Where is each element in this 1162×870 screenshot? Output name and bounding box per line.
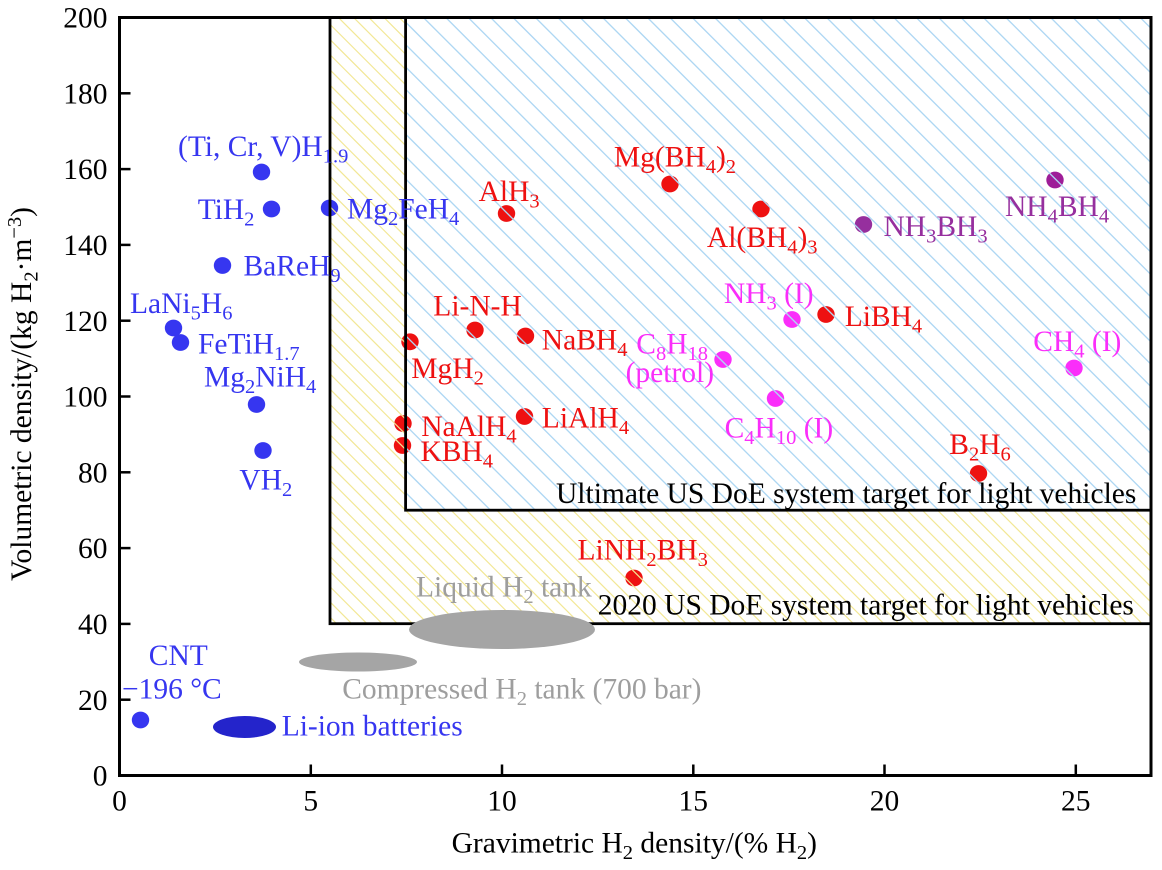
svg-text:Li-ion batteries: Li-ion batteries xyxy=(282,711,463,743)
svg-text:0: 0 xyxy=(112,786,127,818)
svg-text:KBH4: KBH4 xyxy=(421,436,494,473)
svg-text:60: 60 xyxy=(78,533,108,565)
svg-text:LiAlH4: LiAlH4 xyxy=(542,403,629,440)
svg-text:120: 120 xyxy=(63,306,107,338)
svg-text:(petrol): (petrol) xyxy=(626,357,714,389)
svg-text:Mg2NiH4: Mg2NiH4 xyxy=(204,362,316,399)
svg-text:NH4BH4: NH4BH4 xyxy=(1005,191,1109,228)
svg-text:(Ti, Cr, V)H1.9: (Ti, Cr, V)H1.9 xyxy=(178,131,348,168)
svg-text:Al(BH4)3: Al(BH4)3 xyxy=(707,222,818,259)
svg-text:Mg(BH4)2: Mg(BH4)2 xyxy=(614,142,736,179)
svg-text:NH3BH3: NH3BH3 xyxy=(884,211,988,248)
svg-text:40: 40 xyxy=(78,609,108,641)
svg-text:LaNi5H6: LaNi5H6 xyxy=(130,288,232,325)
svg-text:Li-N-H: Li-N-H xyxy=(433,291,521,323)
svg-text:15: 15 xyxy=(679,786,709,818)
svg-text:140: 140 xyxy=(63,230,107,262)
svg-text:B2H6: B2H6 xyxy=(949,429,1011,466)
svg-text:NaAlH4: NaAlH4 xyxy=(421,411,516,448)
svg-text:NaBH4: NaBH4 xyxy=(542,324,628,361)
svg-text:BaReH9: BaReH9 xyxy=(244,251,341,288)
svg-text:10: 10 xyxy=(487,786,517,818)
svg-text:Gravimetric H2 density/(% H2): Gravimetric H2 density/(% H2) xyxy=(452,828,817,865)
svg-text:80: 80 xyxy=(78,458,108,490)
svg-text:Liquid H2 tank: Liquid H2 tank xyxy=(416,572,592,609)
svg-text:20: 20 xyxy=(870,786,900,818)
svg-text:C8H18: C8H18 xyxy=(636,329,708,366)
svg-text:Compressed H2 tank (700 bar): Compressed H2 tank (700 bar) xyxy=(342,674,701,711)
svg-text:Ultimate US DoE system target: Ultimate US DoE system target for light … xyxy=(556,478,1136,510)
svg-text:0: 0 xyxy=(93,761,108,793)
svg-text:5: 5 xyxy=(303,786,318,818)
svg-text:CH4 (I): CH4 (I) xyxy=(1033,326,1121,363)
svg-text:MgH2: MgH2 xyxy=(411,353,484,390)
svg-text:2020 US DoE system target for: 2020 US DoE system target for light vehi… xyxy=(598,590,1134,622)
svg-text:20: 20 xyxy=(78,685,108,717)
svg-text:180: 180 xyxy=(63,79,107,111)
svg-text:Mg2FeH4: Mg2FeH4 xyxy=(347,193,459,230)
svg-text:100: 100 xyxy=(63,382,107,414)
svg-text:CNT: CNT xyxy=(149,640,208,672)
svg-text:LiNH2BH3: LiNH2BH3 xyxy=(578,535,708,572)
svg-text:160: 160 xyxy=(63,154,107,186)
svg-text:VH2: VH2 xyxy=(239,465,292,502)
svg-text:Volumetric density/(kg H2·m−3): Volumetric density/(kg H2·m−3) xyxy=(4,207,43,581)
svg-text:25: 25 xyxy=(1061,786,1091,818)
svg-text:−196 °C: −196 °C xyxy=(122,674,222,706)
svg-text:200: 200 xyxy=(63,3,107,35)
svg-text:LiBH4: LiBH4 xyxy=(845,301,922,338)
